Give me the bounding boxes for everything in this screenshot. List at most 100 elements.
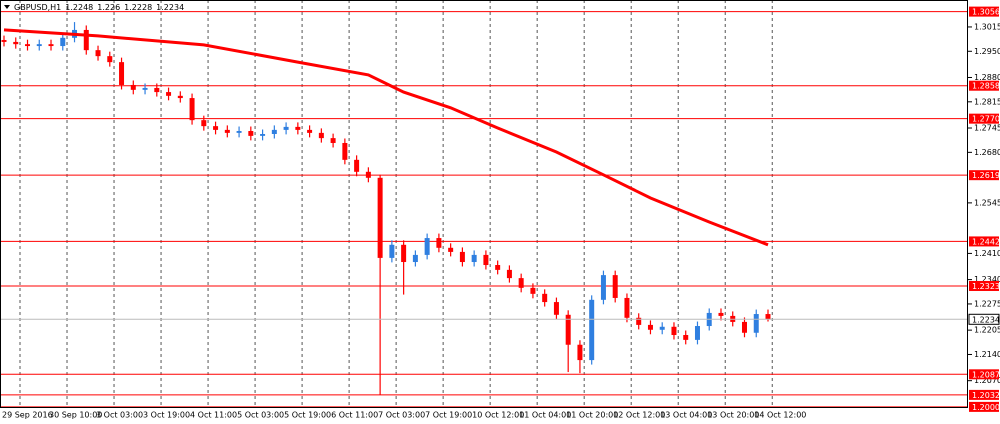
x-tick-label: 5 Oct 19:00 (284, 411, 331, 420)
candle-body (13, 41, 19, 45)
candle-body (612, 275, 618, 298)
candle-body (154, 87, 160, 93)
candle-body (130, 84, 136, 90)
symbol: GBPUSD,H1 (14, 3, 61, 12)
level-label: 1.2619 (972, 171, 1000, 180)
y-tick-label: 1.2410 (974, 249, 1000, 258)
x-tick-label: 4 Oct 11:00 (190, 411, 237, 420)
x-tick-label: 13 Oct 04:00 (660, 411, 712, 420)
candle-body (166, 92, 172, 96)
current-price-label: 1.2234 (972, 315, 1000, 324)
plot-area (0, 0, 968, 408)
x-tick-label: 11 Oct 20:00 (566, 411, 618, 420)
x-tick-label: 7 Oct 19:00 (425, 411, 472, 420)
level-label-bg (969, 280, 999, 291)
level-label-bg (969, 401, 999, 412)
x-tick-label: 3 Oct 19:00 (143, 411, 190, 420)
moving-average (3, 28, 769, 247)
candle-body (577, 344, 583, 361)
level-label: 1.2770 (972, 115, 1000, 124)
current-price-bg (968, 313, 1000, 325)
candle-body (248, 131, 254, 136)
candle-body (177, 95, 183, 99)
candle-body (295, 126, 301, 130)
level-label: 1.2442 (972, 237, 1000, 246)
candle-body (271, 129, 277, 135)
candle-body (107, 56, 113, 63)
chart-title: GBPUSD,H1 1.2248 1.226 1.2228 1.2234 (14, 3, 184, 12)
candle-body (483, 254, 489, 266)
candle-body (530, 287, 536, 294)
candle-body (412, 254, 418, 263)
level-label: 1.2000 (972, 403, 1000, 412)
candle-body (342, 142, 348, 160)
x-tick-label: 11 Oct 04:00 (519, 411, 571, 420)
level-label-bg (969, 113, 999, 124)
candle-body (354, 159, 360, 172)
candle-body (330, 138, 336, 143)
x-tick-label: 10 Oct 12:00 (472, 411, 524, 420)
candle-body (119, 62, 125, 85)
x-tick-label: 7 Oct 03:00 (378, 411, 425, 420)
candle-body (506, 269, 512, 279)
candle-body (589, 299, 595, 361)
x-tick-label: 3 Oct 03:00 (96, 411, 143, 420)
candle-body (683, 335, 689, 340)
y-tick-label: 1.2340 (974, 275, 1000, 284)
x-tick-label: 5 Oct 03:00 (237, 411, 284, 420)
candle-body (224, 129, 230, 133)
y-tick-label: 1.2880 (974, 73, 1000, 82)
y-tick-label: 1.2745 (974, 124, 1000, 133)
candle-body (36, 44, 42, 47)
level-label: 1.2858 (972, 82, 1000, 91)
candle-body (671, 326, 677, 336)
candle-body (318, 132, 324, 139)
x-tick-label: 30 Sep 10:00 (49, 411, 102, 420)
candle-body (401, 244, 407, 263)
y-tick-label: 1.2815 (974, 97, 1000, 106)
candle-body (236, 131, 242, 133)
y-tick-label: 1.2275 (974, 299, 1000, 308)
plot-frame (0, 0, 968, 408)
candle-body (95, 50, 101, 57)
candle-body (1, 40, 7, 42)
candle-body (448, 247, 454, 252)
candle-body (753, 314, 759, 333)
x-tick-label: 13 Oct 20:00 (707, 411, 759, 420)
y-tick-label: 1.2680 (974, 148, 1000, 157)
candle-body (25, 44, 31, 47)
candle-body (189, 98, 195, 121)
candle-body (542, 293, 548, 303)
y-tick-label: 1.2070 (974, 376, 1000, 385)
level-label-bg (969, 389, 999, 400)
candle-body (694, 326, 700, 340)
candle-body (213, 126, 219, 130)
candle-body (201, 120, 207, 127)
x-tick-label: 14 Oct 12:00 (754, 411, 806, 420)
y-tick-label: 1.3015 (974, 22, 1000, 31)
last-high: 1.226 (97, 3, 120, 12)
level-label: 1.3056 (972, 8, 1000, 17)
x-tick-label: 6 Oct 11:00 (331, 411, 378, 420)
candle-body (565, 314, 571, 345)
candle-body (436, 238, 442, 248)
level-label-bg (969, 6, 999, 17)
level-label-bg (969, 170, 999, 181)
candle-body (365, 171, 371, 178)
y-tick-label: 1.2205 (974, 326, 1000, 335)
candle-body (307, 129, 313, 133)
level-label: 1.2032 (972, 391, 1000, 400)
candle-body (647, 324, 653, 330)
level-label: 1.2087 (972, 370, 1000, 379)
y-tick-label: 1.2140 (974, 350, 1000, 359)
x-tick-label: 12 Oct 12:00 (613, 411, 665, 420)
candle-body (600, 275, 606, 300)
level-label: 1.2323 (972, 282, 1000, 291)
candle-body (48, 44, 54, 47)
y-tick-label: 1.2950 (974, 47, 1000, 56)
candle-body (741, 321, 747, 333)
level-label-bg (969, 369, 999, 380)
